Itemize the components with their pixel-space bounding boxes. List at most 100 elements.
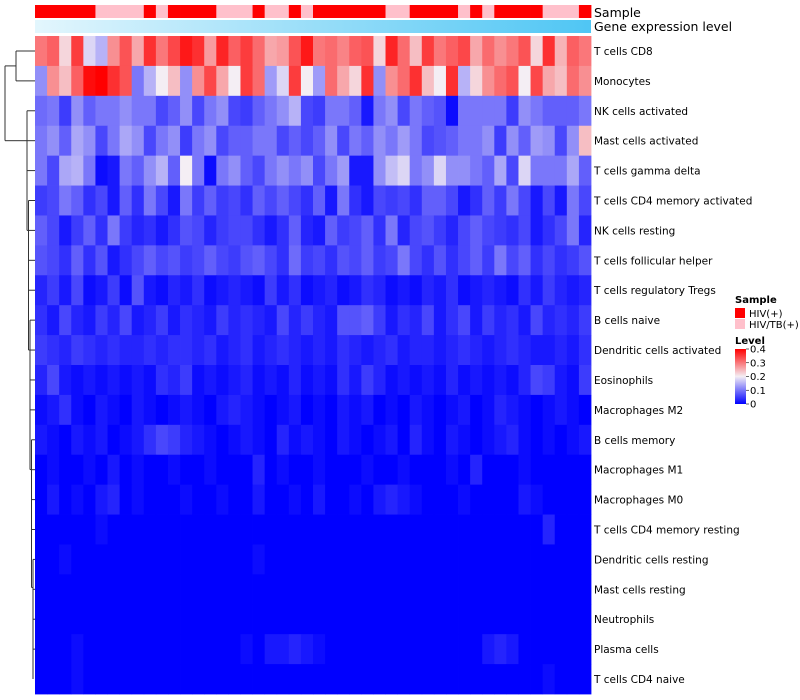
- heatmap-cell: [107, 275, 121, 306]
- heatmap-cell: [240, 95, 253, 127]
- heatmap-cell: [180, 185, 193, 216]
- heatmap-cell: [409, 36, 423, 67]
- heatmap-cell: [554, 484, 568, 515]
- heatmap-cell: [445, 604, 459, 635]
- heatmap-cell: [373, 365, 386, 396]
- heatmap-cell: [506, 125, 519, 157]
- heatmap-cell: [300, 185, 314, 216]
- heatmap-cell: [578, 664, 592, 695]
- heatmap-cell: [276, 664, 290, 695]
- heatmap-cell: [264, 365, 278, 396]
- heatmap-cell: [143, 484, 157, 515]
- heatmap-cell: [167, 424, 181, 456]
- heatmap-cell: [252, 185, 266, 216]
- heatmap-cell: [518, 424, 531, 456]
- heatmap-cell: [518, 664, 531, 695]
- heatmap-cell: [192, 125, 205, 157]
- heatmap-cell: [167, 514, 181, 545]
- heatmap-cell: [264, 574, 278, 605]
- heatmap-cell: [131, 65, 145, 97]
- heatmap-cell: [47, 365, 60, 396]
- heatmap-cell: [180, 604, 193, 635]
- heatmap-cell: [204, 574, 217, 605]
- heatmap-cell: [119, 245, 133, 276]
- heatmap-cell: [264, 185, 278, 216]
- heatmap-cell: [288, 664, 302, 695]
- heatmap-cell: [433, 36, 447, 67]
- heatmap-cell: [276, 634, 290, 665]
- heatmap-cell: [228, 245, 241, 276]
- heatmap-cell: [397, 544, 411, 575]
- heatmap-cell: [566, 634, 580, 665]
- heatmap-cell: [264, 275, 278, 306]
- heatmap-cell: [143, 275, 157, 306]
- heatmap-cell: [204, 604, 217, 635]
- heatmap-cell: [143, 36, 157, 67]
- heatmap-cell: [180, 36, 193, 67]
- heatmap-cell: [252, 125, 266, 157]
- heatmap-cell: [518, 484, 531, 515]
- heatmap-cell: [482, 574, 495, 605]
- heatmap-cell: [542, 155, 556, 186]
- heatmap-cell: [518, 65, 531, 97]
- row-label: Dendritic cells activated: [594, 345, 721, 357]
- heatmap-cell: [385, 664, 399, 695]
- heatmap-cell: [566, 155, 580, 186]
- heatmap-cell: [228, 275, 241, 306]
- heatmap-cell: [143, 305, 157, 336]
- heatmap-cell: [131, 125, 145, 157]
- sample-bar-cell: [313, 5, 326, 18]
- heatmap-cell: [421, 155, 435, 186]
- heatmap-cell: [494, 335, 507, 366]
- heatmap-cell: [95, 574, 108, 605]
- heatmap-cell: [143, 215, 157, 246]
- heatmap-cell: [349, 185, 362, 216]
- heatmap-cell: [421, 215, 435, 246]
- heatmap-cell: [458, 484, 471, 515]
- heatmap-cell: [458, 245, 471, 276]
- legend-level-title: Level: [735, 336, 765, 347]
- heatmap-cell: [506, 514, 519, 545]
- heatmap-cell: [554, 454, 568, 486]
- heatmap-cell: [313, 125, 326, 157]
- heatmap-cell: [530, 215, 544, 246]
- sample-bar-cell: [264, 5, 278, 18]
- heatmap-cell: [470, 245, 483, 276]
- sample-bar-cell: [494, 5, 507, 18]
- heatmap-cell: [155, 574, 169, 605]
- heatmap-cell: [59, 36, 72, 67]
- heatmap-cell: [554, 394, 568, 426]
- heatmap-cell: [494, 634, 507, 665]
- heatmap-cell: [373, 424, 386, 456]
- heatmap-cell: [433, 245, 447, 276]
- heatmap-cell: [35, 155, 48, 186]
- sample-bar-cell: [131, 5, 145, 18]
- heatmap-cell: [252, 36, 266, 67]
- sample-bar-cell: [252, 5, 266, 18]
- heatmap-cell: [578, 454, 592, 486]
- heatmap-cell: [228, 394, 241, 426]
- heatmap-cell: [95, 544, 108, 575]
- heatmap-cell: [433, 185, 447, 216]
- heatmap-cell: [167, 155, 181, 186]
- heatmap-cell: [47, 215, 60, 246]
- heatmap-cell: [566, 125, 580, 157]
- heatmap-cell: [180, 634, 193, 665]
- heatmap-cell: [240, 604, 253, 635]
- heatmap-cell: [216, 335, 229, 366]
- heatmap-cell: [530, 544, 544, 575]
- heatmap-cell: [35, 484, 48, 515]
- heatmap-cell: [143, 65, 157, 97]
- heatmap-cell: [228, 185, 241, 216]
- heatmap-cell: [252, 245, 266, 276]
- heatmap-cell: [35, 574, 48, 605]
- heatmap-cell: [204, 275, 217, 306]
- heatmap-cell: [47, 394, 60, 426]
- heatmap-cell: [530, 335, 544, 366]
- heatmap-cell: [143, 544, 157, 575]
- heatmap-cell: [252, 394, 266, 426]
- heatmap-cell: [518, 365, 531, 396]
- heatmap-cell: [167, 394, 181, 426]
- heatmap-cell: [566, 365, 580, 396]
- heatmap-cell: [204, 245, 217, 276]
